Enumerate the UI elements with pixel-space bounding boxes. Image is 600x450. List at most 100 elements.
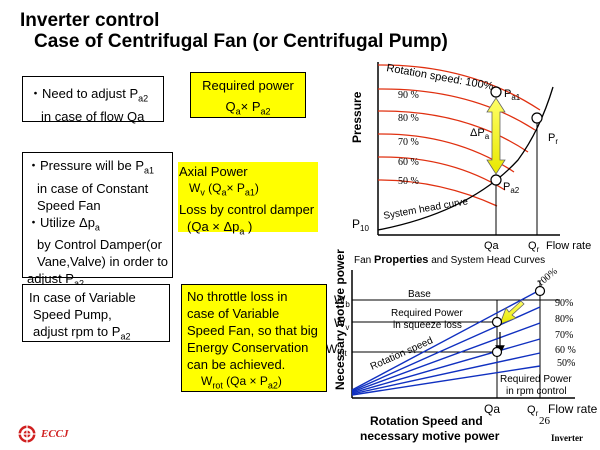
- box2-line-1: ・Pressure will be P: [27, 158, 145, 173]
- power-line-60: [351, 352, 541, 395]
- required-p: × P: [240, 99, 261, 114]
- speed-curve-90: [377, 88, 536, 131]
- axial-loss-title: Loss by control damper: [179, 202, 315, 218]
- top-flow-label: Flow rate: [546, 240, 591, 252]
- label-wv: Wv: [334, 316, 349, 332]
- speed-label-80: 80 %: [398, 113, 419, 124]
- nothrottle-line-3: Speed Fan, so that big: [187, 323, 318, 338]
- power-line-50: [351, 365, 541, 396]
- box2-line-4: ・Utilize Δp: [27, 214, 95, 230]
- point-pa1: [490, 86, 502, 98]
- bottom-qr-label: Qr: [527, 404, 539, 418]
- box2-line-6: Vane,Valve) in order to: [37, 254, 169, 270]
- axial-p-sub: a1: [244, 187, 255, 198]
- squeeze-arrow: [499, 300, 525, 325]
- required-power-title: Required power: [202, 78, 294, 93]
- top-qa-label: Qa: [484, 240, 500, 252]
- title-line-1: Inverter control: [20, 10, 160, 31]
- bullet: ・: [29, 86, 43, 101]
- label-squeeze-2: in squeeze loss: [393, 320, 462, 331]
- bottom-qa-label: Qa: [484, 402, 500, 416]
- point-wrot: [491, 346, 503, 358]
- speed-label-70: 70 %: [398, 137, 419, 148]
- axial-loss-close: ): [244, 219, 253, 235]
- label-p10: P10: [352, 217, 369, 233]
- nothrottle-w: W: [201, 374, 213, 388]
- axial-q-sub: a: [221, 187, 227, 198]
- label-pr: Pr: [548, 132, 558, 146]
- box2-line-7: adjust P: [27, 271, 74, 287]
- nothrottle-close: ): [277, 374, 282, 388]
- point-wv: [491, 316, 503, 328]
- label-base: Base: [408, 289, 431, 300]
- box3-line-2: Speed Pump,: [33, 307, 112, 322]
- required-q: Q: [225, 99, 236, 114]
- speed-label-60: 60 %: [398, 157, 419, 168]
- pct-60: 60 %: [555, 345, 576, 356]
- top-y-label: Pressure: [350, 91, 364, 143]
- power-line-80: [351, 322, 541, 393]
- page-number: 26: [539, 415, 551, 427]
- pct-70: 70%: [555, 330, 573, 341]
- power-line-100: [351, 289, 541, 391]
- point-pr: [531, 112, 543, 124]
- label-wrot: Wrot: [326, 342, 347, 358]
- nothrottle-line-1: No throttle loss in: [187, 289, 288, 304]
- required-p-sub: a2: [260, 106, 271, 117]
- pct-50: 50%: [557, 358, 575, 369]
- bottom-flow-label: Flow rate: [548, 402, 598, 416]
- eccj-logo-icon: [18, 425, 36, 443]
- box1-text-1: Need to adjust P: [42, 86, 139, 101]
- rotation-speed-label: Rotation speed: 100%: [385, 62, 494, 93]
- required-power-box: Required power Qa× Pa2: [190, 72, 306, 118]
- label-rpm-2: in rpm control: [506, 386, 567, 397]
- nothrottle-w-sub: rot: [212, 380, 223, 391]
- eccj-logo: [18, 425, 36, 443]
- box1-text-2: in case of flow Qa: [41, 108, 145, 124]
- note-box-adjust-pa2: ・Need to adjust Pa2 in case of flow Qa: [22, 76, 164, 124]
- point-pa2: [490, 174, 502, 186]
- axial-q: (Q: [204, 181, 222, 195]
- label-squeeze-1: Required Power: [391, 308, 463, 319]
- speed-label-50: 50 %: [398, 176, 419, 187]
- axial-close: ): [254, 181, 259, 195]
- speed-curve-80: [377, 110, 529, 153]
- top-qr-label: Qr: [528, 240, 540, 254]
- axial-loss-formula: (Qa × Δp: [187, 219, 240, 235]
- pct-100: 100%: [535, 266, 560, 289]
- speed-label-90: 90 %: [398, 90, 419, 101]
- nothrottle-p-sub: a2: [267, 380, 278, 391]
- label-delta-pa: ΔPa: [470, 127, 490, 141]
- pct-90: 90%: [555, 298, 573, 309]
- box2-sub-4: a: [94, 222, 100, 233]
- top-caption: Fan Properties and System Head Curves: [354, 254, 545, 266]
- delta-pa-arrow: [486, 97, 506, 175]
- bottom-caption-2: necessary motive power: [360, 429, 500, 443]
- axial-w-sub: v: [200, 187, 205, 198]
- speed-curve-100: [377, 64, 541, 111]
- box2-line-3: Speed Fan: [37, 197, 101, 213]
- point-rated: [534, 285, 546, 297]
- nothrottle-formula: (Qa × P: [222, 374, 268, 388]
- box3-sub-3: a2: [120, 331, 131, 342]
- box2-line-5: by Control Damper(or: [37, 237, 162, 253]
- pct-80: 80%: [555, 314, 573, 325]
- nothrottle-line-2: case of Variable: [187, 306, 280, 321]
- system-head-curve: [377, 86, 554, 231]
- required-q-sub: a: [235, 106, 241, 117]
- title-line-2: Case of Centrifugal Fan (or Centrifugal …: [34, 31, 448, 52]
- box3-line-1: In case of Variable: [29, 290, 136, 305]
- note-box-pressure: ・Pressure will be Pa1 in case of Constan…: [22, 152, 173, 289]
- note-box-variable-speed: In case of Variable Speed Pump, adjust r…: [22, 284, 170, 342]
- box2-sub-7: a2: [74, 279, 84, 289]
- no-throttle-box: No throttle loss in case of Variable Spe…: [181, 284, 327, 392]
- box3-line-3: adjust rpm to P: [33, 324, 121, 339]
- axial-title: Axial Power: [179, 164, 248, 179]
- label-rotation-speed: Rotation speed: [369, 335, 435, 372]
- axial-power-box: Axial Power Wv (Qa× Pa1) Loss by control…: [178, 162, 318, 237]
- system-head-label: System head curve: [383, 196, 470, 222]
- bottom-y-label: Necessary motive power: [333, 249, 347, 390]
- nothrottle-line-4: Energy Conservation: [187, 340, 309, 355]
- axial-p: × P: [226, 181, 245, 195]
